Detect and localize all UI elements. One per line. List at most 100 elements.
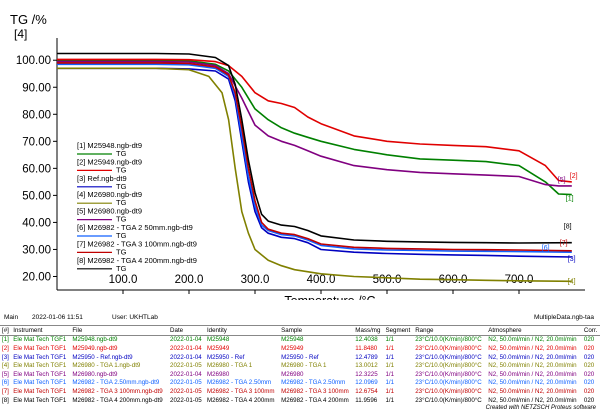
chart-axes: 20.00 30.00 40.00 50.00 60.00 70.00 80.00 90.00…: [10, 12, 585, 300]
series-end-label: [1]: [566, 196, 574, 203]
legend-entry-name: [3] Ref.ngb-dt9: [77, 174, 127, 183]
table-row: [5] Ele Mat Tech TGF1 M26980.ngb-dt9 2022-0…: [0, 370, 600, 379]
table-cell: 1/1: [385, 396, 395, 404]
series-end-label: [5]: [558, 177, 566, 184]
table-cell: Ele Mat Tech TGF1: [13, 344, 67, 352]
table-header-cell: Corr.: [581, 325, 600, 336]
table-row: [4] Ele Mat Tech TGF1 M26980 - TGA 1.ngb-d…: [0, 361, 600, 370]
legend-entry-name: [1] M25948.ngb-dt9: [77, 141, 142, 150]
table-cell: [5]: [2, 370, 9, 378]
y-axis-label: TG /%: [10, 12, 47, 27]
table-cell: 1/1: [385, 370, 395, 378]
table-cell: [4]: [2, 362, 9, 370]
table-cell: 23°C/10.0(K/min)/800°C: [415, 362, 482, 370]
legend-entry-name: [5] M26980.ngb-dt9: [77, 207, 142, 216]
y-tick-label: 90.00: [22, 82, 51, 94]
chart-curves: [57, 52, 572, 283]
y-tick-label: 20.00: [22, 271, 51, 283]
table-body: [1] Ele Mat Tech TGF1 M25948.ngb-dt9 2022-0…: [0, 335, 600, 404]
table-cell: [3]: [2, 353, 9, 361]
tg-chart: 20.00 30.00 40.00 50.00 60.00 70.00 80.00 90.00…: [10, 12, 585, 300]
table-cell: [1]: [2, 336, 9, 344]
table-cell: Ele Mat Tech TGF1: [13, 379, 67, 387]
table-cell: M26982 - TGA 4 200mm: [281, 396, 349, 404]
y-tick-label: 40.00: [22, 217, 51, 229]
legend-entry-suffix: TG: [116, 165, 127, 174]
table-header-cell: Atmosphere: [486, 325, 582, 336]
table-cell: 13.0012: [355, 362, 378, 370]
table-cell: M26980 - TGA 1.ngb-dt9: [72, 362, 141, 370]
legend-entry-name: [8] M26982 - TGA 4 200mm.ngb-dt9: [77, 256, 197, 265]
table-cell: M26982 - TGA 3 100mm: [206, 387, 275, 395]
footer-credit: Created with NETZSCH Proteus software: [485, 405, 596, 411]
series-line-1: [57, 59, 572, 196]
table-cell: 020: [583, 370, 595, 378]
legend-entry-name: [2] M25949.ngb-dt9: [77, 157, 142, 166]
series-end-label: [7]: [560, 240, 568, 247]
table-cell: N2, 50.0ml/min / N2, 20.0ml/min: [488, 336, 577, 344]
legend-entry-suffix: TG: [116, 215, 127, 224]
y-tick-label: 70.00: [22, 136, 51, 148]
table-cell: N2, 50.0ml/min / N2, 20.0ml/min: [488, 396, 577, 404]
table-cell: Ele Mat Tech TGF1: [13, 336, 67, 344]
table-cell: 1/1: [385, 336, 395, 344]
table-cell: M26982 - TGA 3 100mm: [281, 387, 349, 395]
table-cell: M25950 - Ref: [206, 353, 245, 361]
status-main: Main: [4, 314, 19, 321]
table-cell: 020: [583, 344, 595, 352]
table-header-row: [#] Instrument File Date Identity Sample Mass/…: [0, 325, 600, 336]
legend-entry-name: [4] M26980.ngb-dt9: [77, 190, 142, 199]
table-cell: 23°C/10.0(K/min)/800°C: [415, 336, 482, 344]
table-header-cell: Mass/mg: [353, 325, 384, 336]
table-cell: M25950 - Ref: [281, 353, 319, 361]
table-cell: 11.8480: [355, 344, 378, 352]
series-end-label: [6]: [542, 245, 550, 252]
table-cell: M26982 - TGA 2.50mm: [281, 379, 346, 387]
table-cell: Ele Mat Tech TGF1: [13, 387, 67, 395]
status-datetime: 2022-01-06 11:51: [32, 314, 83, 321]
y-tick-label: 80.00: [22, 109, 51, 121]
legend-entry-suffix: TG: [116, 182, 127, 191]
table-cell: 020: [583, 362, 595, 370]
series-end-label: [8]: [564, 224, 572, 231]
table-cell: N2, 50.0ml/min / N2, 20.0ml/min: [488, 362, 577, 370]
table-row: [7] Ele Mat Tech TGF1 M26982 - TGA 3 100mm…: [0, 387, 600, 396]
table-cell: 1/1: [385, 344, 395, 352]
x-axis-label: Temperature /°C: [284, 294, 375, 300]
x-tick-label: 300.0: [241, 274, 270, 286]
table-cell: [7]: [2, 387, 9, 395]
legend-entry-suffix: TG: [116, 264, 127, 273]
table-cell: 23°C/10.0(K/min)/800°C: [415, 344, 482, 352]
table-cell: [6]: [2, 379, 9, 387]
table-cell: 23°C/10.0(K/min)/800°C: [415, 379, 482, 387]
legend-entry-name: [6] M26982 - TGA 2 50mm.ngb-dt9: [77, 223, 193, 232]
table-cell: M25949: [281, 344, 304, 352]
table-cell: M25949.ngb-dt9: [72, 344, 118, 352]
table-cell: M26980 - TGA 1: [281, 362, 327, 370]
series-line-7: [57, 62, 572, 252]
y-tick-label: 50.00: [22, 190, 51, 202]
table-cell: 1/1: [385, 387, 395, 395]
curve-end-labels: [1] [2] [3] [4] [5] [6] [7] [8]: [542, 173, 578, 285]
table-cell: 1/1: [385, 362, 395, 370]
table-header-cell: Date: [168, 325, 205, 336]
series-line-2: [57, 58, 572, 183]
legend-entry-suffix: TG: [116, 231, 127, 240]
table-cell: 2022-01-05: [170, 379, 202, 387]
table-cell: 2022-01-05: [170, 396, 202, 404]
table-cell: N2, 50.0ml/min / N2, 20.0ml/min: [488, 387, 577, 395]
table-header-cell: Identity: [204, 325, 280, 336]
table-cell: Ele Mat Tech TGF1: [13, 362, 67, 370]
table-cell: 12.3225: [355, 370, 378, 378]
series-line-3: [57, 67, 572, 258]
table-cell: 2022-01-04: [170, 353, 202, 361]
table-cell: M25948: [206, 336, 230, 344]
y-axis-index: [4]: [14, 27, 27, 41]
table-header-cell: Segment: [383, 325, 414, 336]
table-cell: 020: [583, 379, 595, 387]
table-header-cell: [#]: [0, 325, 12, 336]
measurement-table: [#] Instrument File Date Identity Sample Mass/…: [0, 325, 600, 404]
table-cell: M26982 - TGA 3 100mm.ngb-dt9: [72, 387, 163, 395]
table-row: [6] Ele Mat Tech TGF1 M26982 - TGA 2.50mm.…: [0, 379, 600, 388]
series-line-8: [57, 52, 572, 244]
